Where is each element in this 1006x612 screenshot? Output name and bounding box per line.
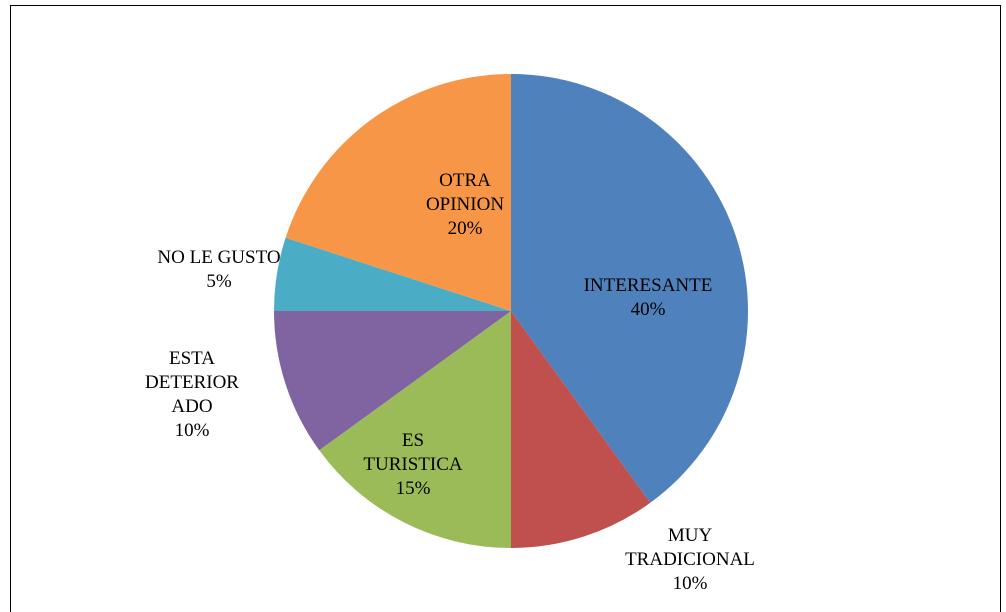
category-label: INTERESANTE: [583, 275, 713, 296]
pie-slice: [319, 311, 511, 548]
pie-slice: [285, 74, 511, 311]
category-label: ES TURISTICA: [363, 430, 463, 475]
slice-label: OTRA OPINION 20%: [410, 169, 520, 241]
category-label: OTRA OPINION: [425, 170, 505, 215]
slice-label: ESTA DETERIORADO 10%: [139, 347, 245, 443]
category-label: ESTA DETERIORADO: [145, 348, 239, 417]
value-label: 20%: [447, 218, 483, 239]
pie-slice: [511, 74, 748, 503]
pie-slice: [274, 311, 511, 451]
slice-label: INTERESANTE 40%: [548, 274, 748, 322]
value-label: 5%: [206, 271, 232, 292]
value-label: 10%: [174, 420, 210, 441]
category-label: NO LE GUSTO: [157, 247, 281, 268]
slice-label: MUY TRADICIONAL 10%: [610, 524, 770, 596]
slice-label: ES TURISTICA 15%: [358, 429, 468, 501]
slice-label: NO LE GUSTO 5%: [119, 246, 319, 294]
pie-slice: [511, 311, 651, 548]
pie-slice: [274, 237, 511, 311]
value-label: 15%: [395, 478, 431, 499]
category-label: MUY TRADICIONAL: [625, 525, 755, 570]
value-label: 10%: [672, 573, 708, 594]
value-label: 40%: [630, 299, 666, 320]
